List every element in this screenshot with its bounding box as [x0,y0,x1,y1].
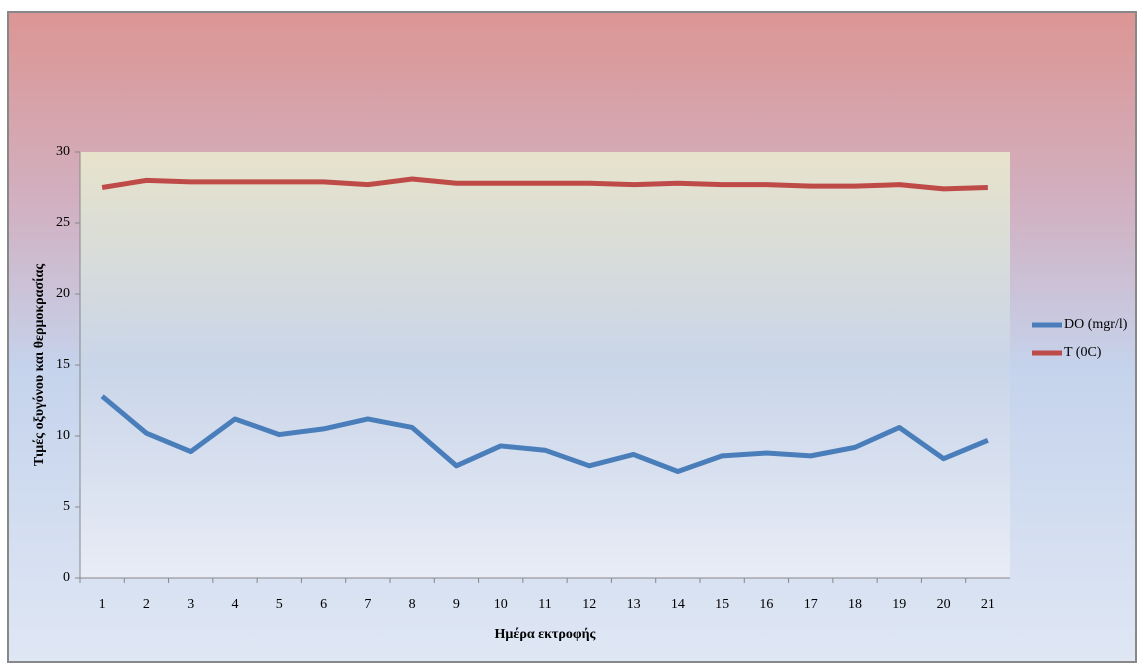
x-tick-label: 18 [848,597,862,612]
x-tick-label: 9 [453,597,460,612]
data-line [101,176,988,192]
y-tick-label: 0 [63,570,70,585]
x-tick-label: 15 [715,597,729,612]
x-tick-label: 19 [892,597,906,612]
y-tick-label: 20 [56,286,70,301]
y-tick-label: 30 [56,144,70,159]
y-tick-label: 15 [56,357,70,372]
plot-area [80,152,1010,578]
x-tick-label: 3 [187,597,194,612]
legend-label: DO (mgr/l) [1064,317,1128,332]
y-tick-label: 5 [63,499,70,514]
x-tick-label: 1 [99,597,106,612]
y-tick-label: 25 [56,215,70,230]
x-tick-label: 6 [320,597,327,612]
x-tick-label: 20 [937,597,951,612]
x-tick-label: 12 [582,597,596,612]
x-axis-title: Ημέρα εκτροφής [495,627,597,642]
x-tick-label: 4 [232,597,239,612]
x-tick-label: 13 [627,597,641,612]
x-tick-label: 17 [804,597,818,612]
x-tick-label: 16 [759,597,773,612]
x-tick-label: 5 [276,597,283,612]
x-tick-label: 10 [494,597,508,612]
y-axis-title: Τιμές οξυγόνου και θερμοκρασίας [32,263,47,466]
x-tick-label: 7 [364,597,371,612]
x-tick-label: 21 [981,597,995,612]
x-tick-label: 2 [143,597,150,612]
legend-label: T (0C) [1064,345,1102,360]
x-tick-label: 11 [538,597,551,612]
data-line [100,394,989,474]
x-tick-label: 8 [409,597,416,612]
x-tick-label: 14 [671,597,685,612]
y-tick-label: 10 [56,428,70,443]
